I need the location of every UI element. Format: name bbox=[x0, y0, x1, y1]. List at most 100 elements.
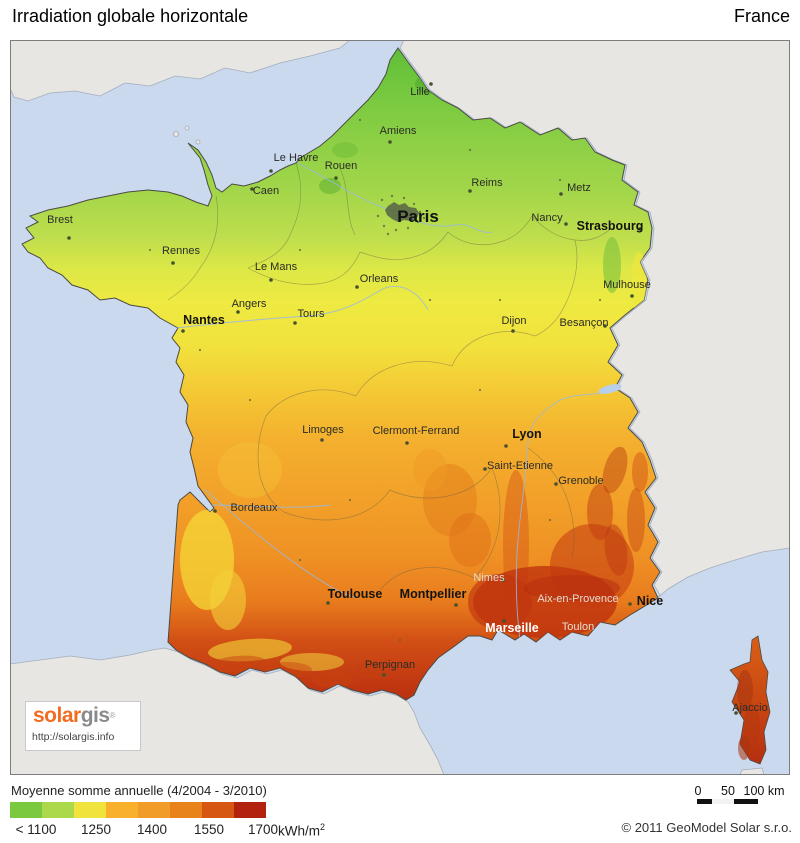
city-marker bbox=[388, 140, 392, 144]
city-label: Lille bbox=[410, 86, 430, 98]
scale-bar-mid-segment bbox=[712, 799, 734, 804]
scale-label-0: 0 bbox=[694, 784, 702, 798]
city-label: Nimes bbox=[473, 572, 505, 584]
city-marker bbox=[734, 711, 738, 715]
city-marker bbox=[554, 482, 558, 486]
city-label: Caen bbox=[253, 185, 279, 197]
legend-unit: kWh/m2 bbox=[278, 822, 326, 839]
city-label: Limoges bbox=[302, 424, 344, 436]
city-label: Marseille bbox=[485, 621, 539, 635]
legend-color-segment bbox=[106, 802, 138, 818]
city-label: Metz bbox=[567, 182, 591, 194]
city-label: Le Mans bbox=[255, 261, 298, 273]
city-marker bbox=[236, 310, 240, 314]
city-marker bbox=[67, 236, 71, 240]
logo-text-gis: gis bbox=[80, 704, 110, 727]
scale-label-100: 100 km bbox=[743, 784, 785, 798]
region-title: France bbox=[733, 6, 790, 26]
city-marker bbox=[504, 444, 508, 448]
city-marker bbox=[603, 324, 607, 328]
legend-tick: < 1100 bbox=[15, 822, 57, 837]
city-label: Mulhouse bbox=[603, 279, 651, 291]
city-marker bbox=[269, 278, 273, 282]
town-dots bbox=[148, 118, 602, 642]
scale-bar: 0 50 100 km bbox=[688, 784, 798, 808]
legend-title: Moyenne somme annuelle (4/2004 - 3/2010) bbox=[11, 783, 267, 798]
map-frame bbox=[10, 40, 790, 775]
channel-island bbox=[184, 125, 190, 131]
city-labels-layer: Lille Amiens Le Havre Rouen Caen Reims Metz Nan… bbox=[47, 82, 768, 715]
city-marker bbox=[405, 441, 409, 445]
city-marker bbox=[429, 82, 433, 86]
city-marker bbox=[483, 467, 487, 471]
france-landmass bbox=[21, 47, 661, 701]
city-label: Aix-en-Provence bbox=[537, 593, 618, 605]
paris-urban-area bbox=[376, 194, 426, 236]
city-marker bbox=[181, 329, 185, 333]
corsica bbox=[729, 635, 771, 765]
city-marker bbox=[564, 222, 568, 226]
legend-color-bar bbox=[10, 802, 266, 818]
channel-island bbox=[195, 139, 201, 145]
scale-bar-track bbox=[697, 799, 758, 804]
city-label: Orleans bbox=[360, 273, 399, 285]
city-marker bbox=[334, 176, 338, 180]
legend-color-segment bbox=[202, 802, 234, 818]
city-label: Angers bbox=[232, 298, 267, 310]
city-label: Nice bbox=[637, 594, 663, 608]
channel-island bbox=[172, 130, 179, 137]
france-irradiation-map: Lille Amiens Le Havre Rouen Caen Reims Metz Nan… bbox=[10, 40, 790, 775]
city-label: Nancy bbox=[531, 212, 563, 224]
legend-color-segment bbox=[42, 802, 74, 818]
city-marker bbox=[269, 169, 273, 173]
england-land bbox=[10, 40, 351, 102]
legend-color-segment bbox=[74, 802, 106, 818]
sardinia-tip bbox=[739, 767, 765, 775]
legend-color-segment bbox=[138, 802, 170, 818]
scale-label-50: 50 bbox=[721, 784, 735, 798]
city-marker bbox=[501, 578, 505, 582]
city-label: Rouen bbox=[325, 160, 357, 172]
city-marker bbox=[213, 509, 217, 513]
city-label: Tours bbox=[298, 308, 325, 320]
city-marker bbox=[171, 261, 175, 265]
city-label: Brest bbox=[47, 214, 73, 226]
city-label: Toulouse bbox=[328, 587, 383, 601]
registered-mark: ® bbox=[109, 711, 116, 720]
city-marker bbox=[559, 192, 563, 196]
city-marker bbox=[628, 602, 632, 606]
city-label: Ajaccio bbox=[732, 702, 767, 714]
city-marker bbox=[320, 438, 324, 442]
city-label: Amiens bbox=[380, 125, 417, 137]
city-label: Perpignan bbox=[365, 659, 415, 671]
city-label: Bordeaux bbox=[230, 502, 278, 514]
city-label: Besançon bbox=[560, 317, 609, 329]
city-label: Grenoble bbox=[558, 475, 603, 487]
city-marker bbox=[250, 187, 254, 191]
city-label: Toulon bbox=[562, 621, 594, 633]
legend-color-segment bbox=[10, 802, 42, 818]
city-label: Clermont-Ferrand bbox=[373, 425, 460, 437]
city-marker bbox=[630, 294, 634, 298]
city-marker bbox=[293, 321, 297, 325]
irradiation-patches bbox=[180, 74, 648, 688]
city-marker bbox=[326, 601, 330, 605]
legend-tick: 1250 bbox=[80, 822, 112, 837]
legend-tick: 1400 bbox=[136, 822, 168, 837]
copyright: © 2011 GeoModel Solar s.r.o. bbox=[621, 820, 793, 835]
city-marker bbox=[355, 285, 359, 289]
solargis-url[interactable]: http://solargis.info bbox=[32, 731, 115, 743]
city-label: Montpellier bbox=[400, 587, 467, 601]
city-label: Nantes bbox=[183, 313, 225, 327]
city-label: Saint-Etienne bbox=[487, 460, 553, 472]
city-marker bbox=[638, 227, 642, 231]
solargis-logo-box[interactable]: solargis® http://solargis.info bbox=[25, 701, 141, 751]
legend-tick-labels: kWh/m2 < 1100 1250 1400 1550 1700 bbox=[10, 822, 350, 840]
city-marker bbox=[382, 673, 386, 677]
city-label: Dijon bbox=[501, 315, 526, 327]
city-label: Lyon bbox=[512, 427, 541, 441]
city-label: Le Havre bbox=[274, 152, 319, 164]
city-label: Strasbourg bbox=[577, 219, 644, 233]
legend-color-segment bbox=[170, 802, 202, 818]
